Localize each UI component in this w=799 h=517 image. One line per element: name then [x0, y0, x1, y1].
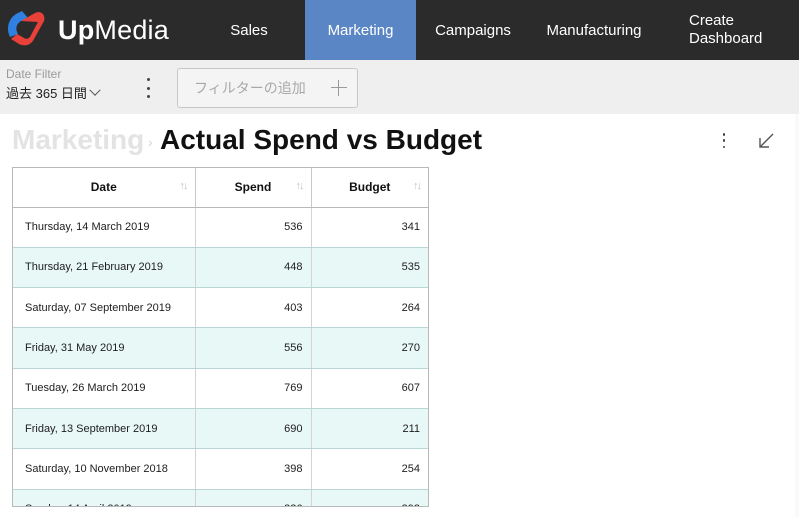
- nav-tab-label: Sales: [230, 21, 268, 39]
- sort-icon[interactable]: ↑↓: [413, 180, 422, 192]
- cell-spend: 448: [195, 247, 312, 289]
- cell-date: Saturday, 07 September 2019: [13, 287, 196, 329]
- spend-budget-table: Date ↑↓ Spend ↑↓ Budget ↑↓ Thursday, 14 Mar…: [13, 168, 428, 506]
- sort-icon[interactable]: ↑↓: [295, 180, 305, 192]
- nav-tab-label: Manufacturing: [546, 21, 642, 39]
- cell-date: Friday, 13 September 2019: [13, 408, 196, 450]
- cell-date: Sunday, 14 April 2019: [13, 489, 196, 506]
- cell-date: Thursday, 14 March 2019: [13, 207, 196, 248]
- date-filter-dropdown[interactable]: 過去 365 日間: [6, 83, 101, 102]
- nav-tab-label: Marketing: [327, 21, 394, 39]
- cell-date: Thursday, 21 February 2019: [13, 247, 196, 289]
- column-header-label: Budget: [349, 180, 391, 195]
- create-dashboard-line1: Create: [689, 12, 735, 29]
- filter-bar: [0, 60, 799, 114]
- data-grid[interactable]: Date ↑↓ Spend ↑↓ Budget ↑↓ Thursday, 14 Mar…: [12, 167, 429, 507]
- cell-budget: 535: [311, 247, 428, 289]
- column-header-label: Spend: [234, 180, 272, 195]
- table-row[interactable]: Saturday, 07 September 2019 403 264: [13, 287, 428, 329]
- table-row[interactable]: Thursday, 21 February 2019 448 535: [13, 247, 428, 289]
- nav-tab-campaigns[interactable]: Campaigns: [430, 0, 516, 60]
- page-scrollbar-track[interactable]: [795, 114, 799, 517]
- table-row[interactable]: Thursday, 14 March 2019 536 341: [13, 207, 428, 248]
- add-filter-button[interactable]: フィルターの追加: [177, 68, 358, 108]
- filter-more-options-icon[interactable]: [143, 78, 153, 98]
- cell-spend: 690: [195, 408, 312, 450]
- cell-budget: 264: [311, 287, 428, 329]
- upmedia-logo-icon: [8, 11, 45, 46]
- cell-spend: 536: [195, 207, 312, 248]
- cell-budget: 270: [311, 327, 428, 369]
- create-dashboard-line2: Dashboard: [689, 30, 763, 47]
- column-header-date[interactable]: Date ↑↓: [13, 168, 196, 208]
- cell-budget: 254: [311, 448, 428, 490]
- visualization-more-options-icon[interactable]: [719, 133, 729, 148]
- table-row[interactable]: Tuesday, 26 March 2019 769 607: [13, 368, 428, 409]
- breadcrumb-dashboard[interactable]: Marketing: [12, 124, 145, 155]
- cell-budget: 607: [311, 368, 428, 409]
- chevron-down-icon: [89, 84, 101, 96]
- cell-budget: 211: [311, 408, 428, 450]
- app-name: UpMedia: [58, 14, 169, 45]
- plus-icon: [331, 80, 347, 96]
- cell-budget: 341: [311, 207, 428, 248]
- date-filter-value: 過去 365 日間: [6, 86, 87, 101]
- minimize-icon[interactable]: [756, 131, 776, 151]
- column-header-label: Date: [90, 180, 117, 195]
- create-dashboard-button[interactable]: Create Dashboard: [689, 0, 779, 60]
- cell-spend: 326: [195, 489, 312, 506]
- table-row[interactable]: Friday, 13 September 2019 690 211: [13, 408, 428, 450]
- table-row[interactable]: Friday, 31 May 2019 556 270: [13, 327, 428, 369]
- date-filter-label: Date Filter: [6, 67, 62, 81]
- table-header-row: Date ↑↓ Spend ↑↓ Budget ↑↓: [13, 168, 428, 208]
- top-navigation-bar: UpMedia Sales Marketing Campaigns Manufa…: [0, 0, 799, 60]
- cell-date: Friday, 31 May 2019: [13, 327, 196, 369]
- cell-spend: 398: [195, 448, 312, 490]
- cell-date: Saturday, 10 November 2018: [13, 448, 196, 490]
- nav-tab-sales[interactable]: Sales: [216, 0, 282, 60]
- nav-tab-marketing[interactable]: Marketing: [305, 0, 416, 60]
- sort-icon[interactable]: ↑↓: [179, 180, 189, 192]
- cell-budget: 393: [311, 489, 428, 506]
- nav-tab-manufacturing[interactable]: Manufacturing: [540, 0, 648, 60]
- cell-spend: 403: [195, 287, 312, 329]
- column-header-budget[interactable]: Budget ↑↓: [311, 168, 428, 208]
- app-logo[interactable]: UpMedia: [4, 4, 176, 56]
- add-filter-placeholder: フィルターの追加: [194, 80, 306, 96]
- nav-tab-label: Campaigns: [435, 21, 511, 39]
- page-title: Actual Spend vs Budget: [160, 124, 483, 155]
- table-row[interactable]: Sunday, 14 April 2019 326 393: [13, 489, 428, 506]
- breadcrumb-separator-icon: ›: [148, 134, 153, 150]
- cell-date: Tuesday, 26 March 2019: [13, 368, 196, 409]
- column-header-spend[interactable]: Spend ↑↓: [195, 168, 312, 208]
- cell-spend: 556: [195, 327, 312, 369]
- cell-spend: 769: [195, 368, 312, 409]
- table-row[interactable]: Saturday, 10 November 2018 398 254: [13, 448, 428, 490]
